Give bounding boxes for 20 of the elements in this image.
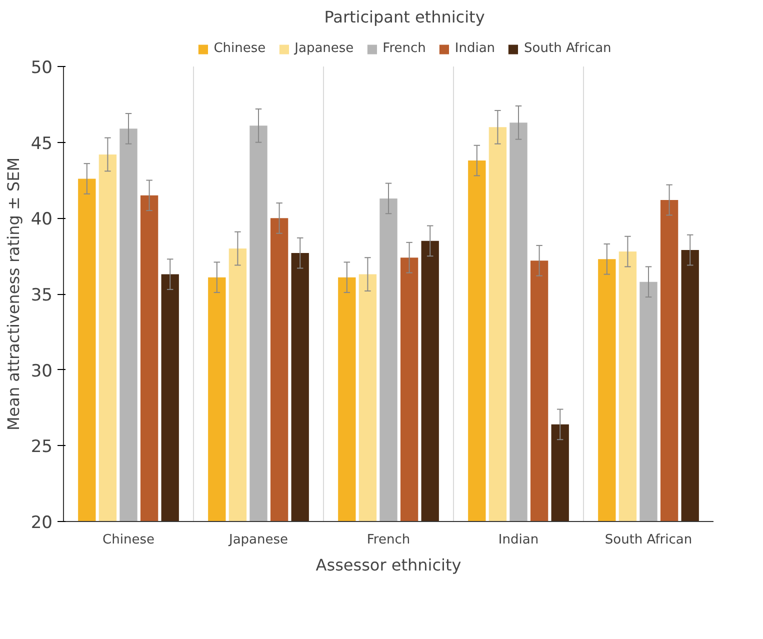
y-tick-label: 20 (30, 513, 53, 533)
x-tick-label: Indian (498, 532, 539, 548)
legend-label: Chinese (214, 41, 266, 56)
y-tick-label: 25 (30, 437, 53, 458)
y-tick-label: 45 (30, 134, 53, 154)
y-tick-label: 30 (30, 361, 53, 382)
legend-label: French (382, 41, 426, 56)
y-tick-label: 35 (30, 286, 53, 306)
x-tick-label: Japanese (228, 532, 288, 548)
legend-label: South African (524, 41, 612, 56)
x-tick-label: Chinese (102, 532, 154, 548)
y-tick-label: 50 (30, 58, 53, 78)
legend-title: Participant ethnicity (324, 8, 485, 26)
y-axis-title: Mean attractiveness rating ± SEM (4, 157, 23, 431)
legend-label: Indian (454, 41, 496, 56)
x-tick-label: French (366, 532, 410, 548)
x-tick-label: South African (604, 532, 692, 548)
y-tick-label: 40 (30, 210, 53, 230)
legend-label: Japanese (294, 41, 354, 56)
x-axis-title: Assessor ethnicity (316, 556, 462, 574)
